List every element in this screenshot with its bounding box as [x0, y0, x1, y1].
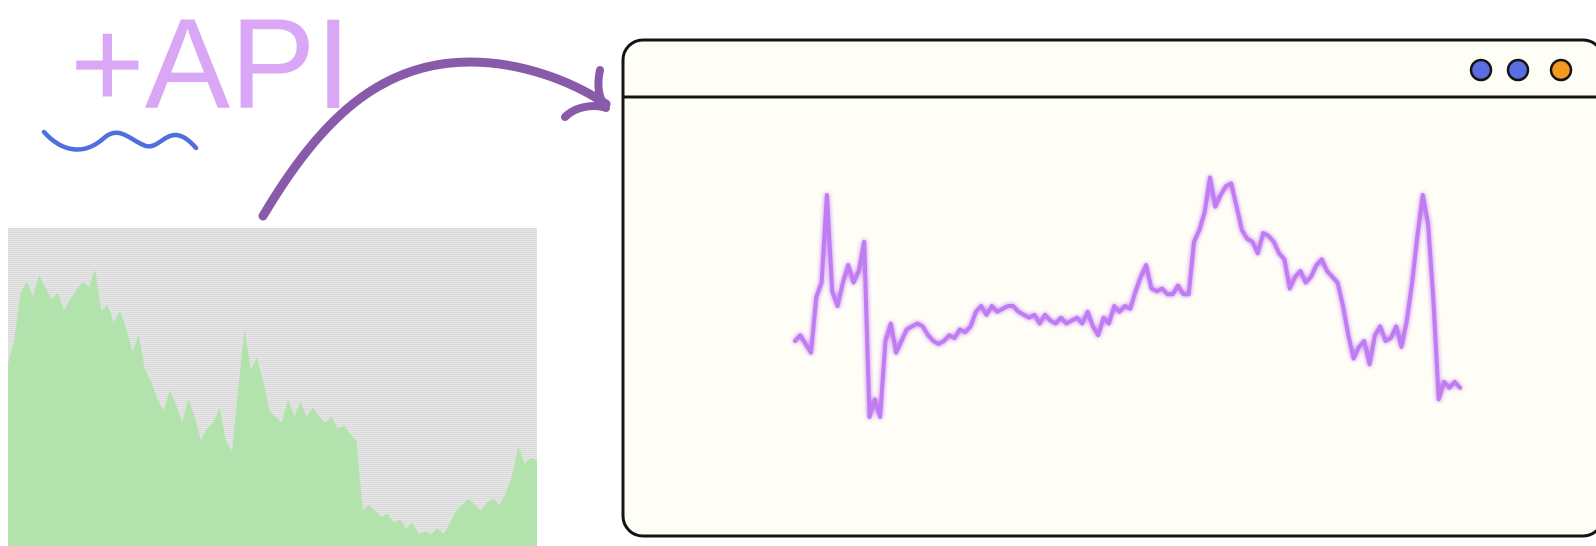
- source-chart: [8, 228, 537, 546]
- curved-arrow: [258, 57, 611, 221]
- window-frame: [621, 38, 1596, 538]
- window-button-1[interactable]: [1469, 58, 1493, 82]
- app-window: [621, 38, 1596, 538]
- output-chart-line: [793, 175, 1462, 419]
- squiggle-decoration: [41, 129, 199, 152]
- arrow-head: [561, 66, 610, 121]
- window-button-3[interactable]: [1549, 58, 1573, 82]
- source-chart-area: [8, 269, 537, 546]
- window-button-2[interactable]: [1506, 58, 1530, 82]
- api-headline: +API: [70, 0, 351, 136]
